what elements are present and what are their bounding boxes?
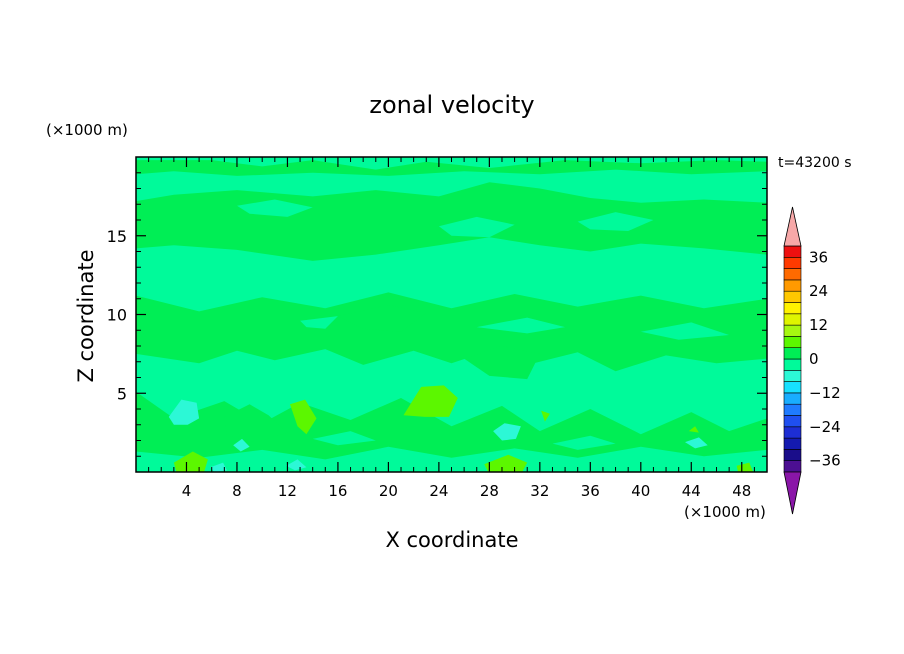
y-tick-label: 5 <box>117 384 127 403</box>
colorbar-tick-label: −12 <box>809 384 841 402</box>
y-unit-label: (×1000 m) <box>46 121 128 139</box>
colorbar-swatch <box>783 347 802 360</box>
contour-region-1-4 <box>484 454 528 472</box>
colorbar-swatch <box>783 449 802 461</box>
contour-region-1-1 <box>290 399 317 435</box>
contour-region-2-0 <box>237 199 313 217</box>
colorbar-swatch <box>783 313 802 326</box>
time-label: t=43200 s <box>778 155 852 171</box>
x-tick-label: 36 <box>581 482 600 500</box>
contour-region-3-0 <box>168 399 200 425</box>
colorbar-swatch <box>783 336 802 348</box>
colorbar-tick-label: −36 <box>809 452 841 470</box>
colorbar-swatch <box>783 290 802 303</box>
contour-regions <box>136 160 767 472</box>
contour-region-2-13 <box>136 467 174 472</box>
colorbar-swatch <box>783 369 802 382</box>
contour-region-2-9 <box>590 374 654 391</box>
contour-region-2-6 <box>640 322 730 340</box>
contour-region-2-2 <box>577 212 654 231</box>
contour-region-2-1 <box>438 216 515 238</box>
contour-region-2-3 <box>186 268 250 285</box>
contour-region-0-4 <box>224 404 288 443</box>
contour-region-3-4 <box>685 437 708 449</box>
y-tick-label: 10 <box>107 306 127 325</box>
x-tick-label: 4 <box>182 482 192 500</box>
colorbar-tick-label: 12 <box>809 316 828 334</box>
contour-region-2-12 <box>552 435 616 450</box>
contour-region-2-7 <box>237 364 301 381</box>
colorbar-tick-label: 36 <box>809 248 828 266</box>
colorbar-swatch <box>783 245 802 258</box>
y-tick-label: 15 <box>107 227 127 246</box>
contour-region-0-6 <box>337 305 427 332</box>
colorbar-swatch <box>783 460 802 473</box>
colorbar-swatch <box>783 324 802 337</box>
contour-region-2-5 <box>476 317 566 334</box>
x-tick-label: 24 <box>429 482 448 500</box>
colorbar-swatch <box>783 403 802 416</box>
contour-region-2-4 <box>300 316 338 329</box>
x-tick-label: 48 <box>732 482 751 500</box>
colorbar-extend-low <box>783 471 802 515</box>
x-tick-label: 16 <box>328 482 347 500</box>
contour-region-3-3 <box>286 459 307 471</box>
contour-region-1-3 <box>173 451 208 472</box>
contour-region-1-2 <box>541 410 550 422</box>
contour-region-0-2 <box>136 160 767 176</box>
colorbar-swatch <box>783 415 802 428</box>
colorbar-swatch <box>783 437 802 450</box>
colorbar-swatch <box>783 302 802 315</box>
x-tick-label: 40 <box>631 482 650 500</box>
colorbar-swatch <box>783 392 802 405</box>
colorbar-swatch <box>783 358 802 371</box>
colorbar-tick-label: 0 <box>809 350 819 368</box>
colorbar-swatch <box>783 381 802 394</box>
contour-region-2-10 <box>691 368 755 381</box>
contour-region-1-0 <box>403 385 458 417</box>
colorbar: 36 24 12 0 −12 −24 −36 <box>783 206 841 515</box>
contour-region-1-6 <box>736 462 754 472</box>
colorbar-swatch <box>783 256 802 269</box>
chart-title: zonal velocity <box>369 91 534 119</box>
colorbar-swatch <box>783 279 802 292</box>
x-unit-label: (×1000 m) <box>684 503 766 521</box>
x-tick-label: 32 <box>530 482 549 500</box>
x-tick-label: 28 <box>480 482 499 500</box>
y-axis-label: Z coordinate <box>74 249 98 382</box>
colorbar-swatch <box>783 268 802 281</box>
colorbar-swatch <box>783 426 802 439</box>
x-tick-label: 44 <box>682 482 701 500</box>
colorbar-extend-high <box>783 206 802 247</box>
x-axis-label: X coordinate <box>385 528 518 552</box>
contour-region-2-8 <box>350 372 414 387</box>
x-tick-label: 8 <box>232 482 242 500</box>
x-tick-label: 12 <box>278 482 297 500</box>
contour-region-3-5 <box>210 462 227 472</box>
x-tick-label: 20 <box>379 482 398 500</box>
contour-region-0-5 <box>464 346 540 380</box>
plot-area <box>136 157 767 472</box>
contour-region-1-5 <box>688 426 699 433</box>
colorbar-tick-label: −24 <box>809 418 841 436</box>
colorbar-tick-label: 24 <box>809 282 828 300</box>
contour-region-0-0 <box>136 182 767 261</box>
contour-region-3-2 <box>233 438 250 452</box>
contour-region-2-11 <box>312 431 376 446</box>
contour-region-0-1 <box>136 292 767 372</box>
contour-region-3-1 <box>493 423 521 441</box>
